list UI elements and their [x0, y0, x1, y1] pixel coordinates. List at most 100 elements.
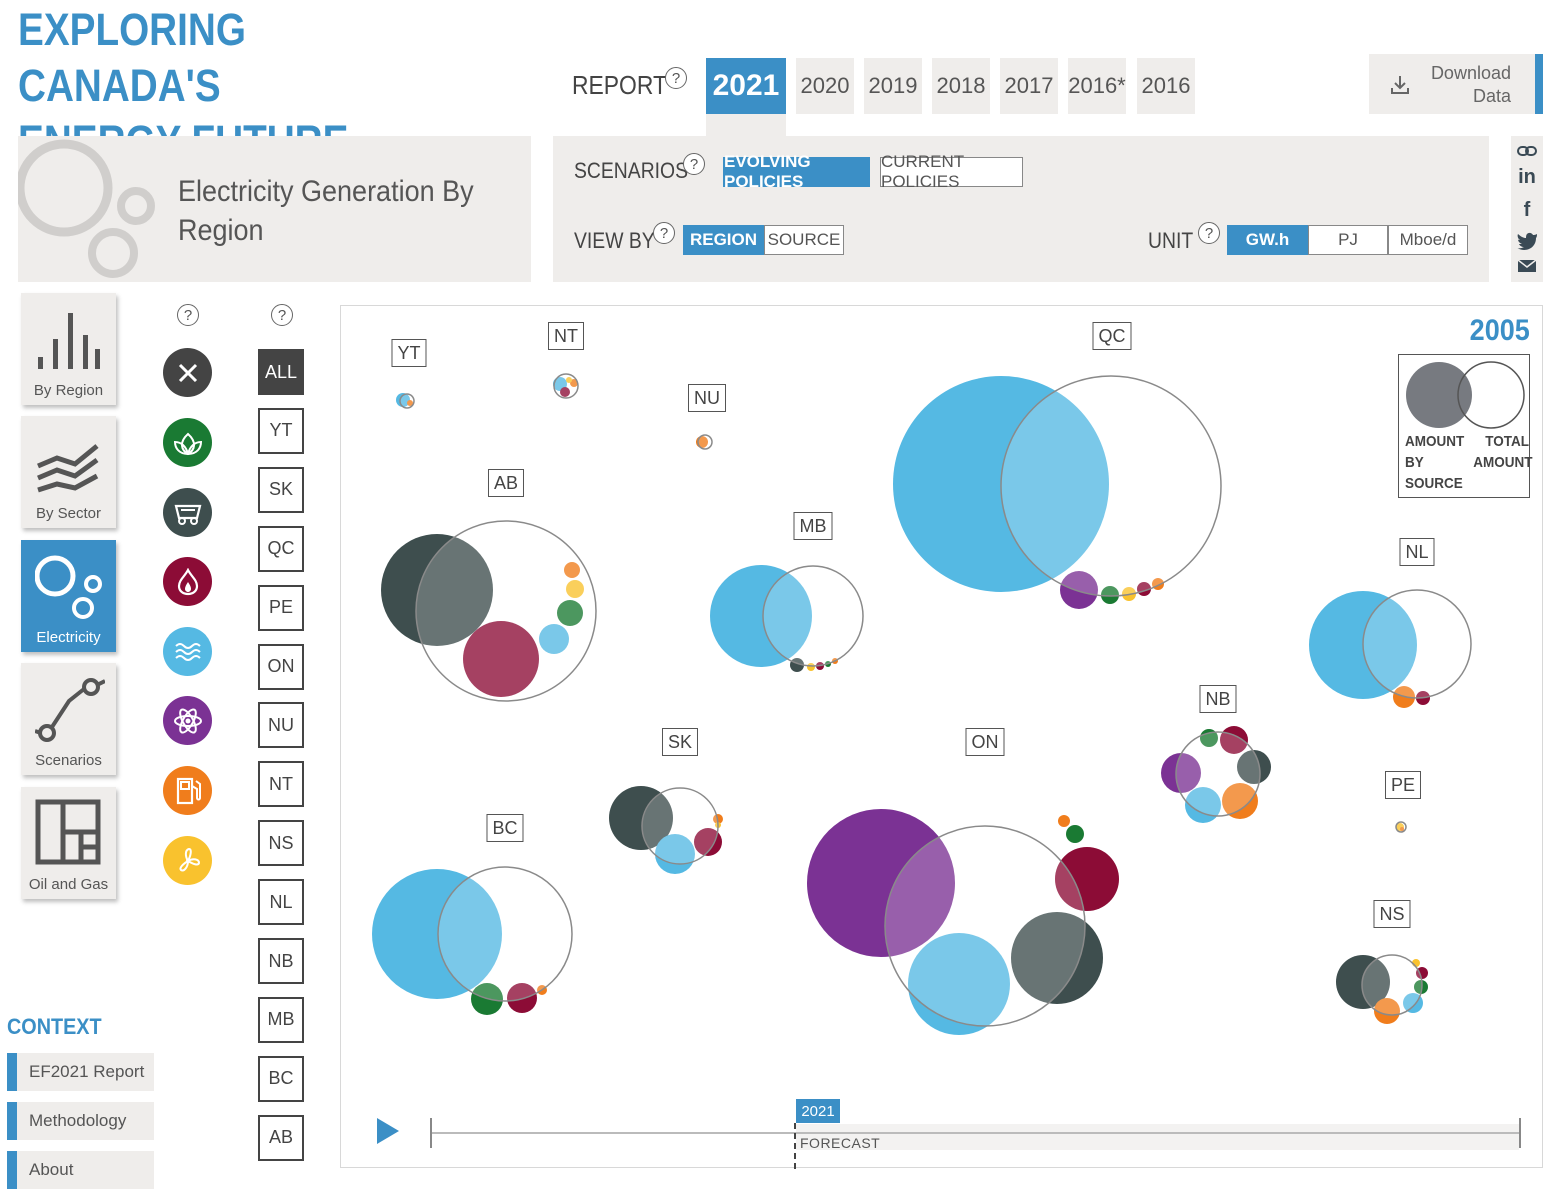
bubble-ns-total-fill[interactable]	[1362, 955, 1422, 1015]
bubble-yt-total[interactable]	[399, 393, 415, 409]
bubble-ns-hydro[interactable]	[1403, 993, 1423, 1013]
bubble-sk-coal[interactable]	[609, 786, 673, 850]
bubble-nt-gas[interactable]	[560, 387, 570, 397]
region-filter-mb[interactable]: MB	[258, 996, 304, 1043]
context-methodology-link[interactable]: Methodology	[7, 1102, 154, 1140]
oil-icon[interactable]	[163, 766, 212, 815]
bubble-qc-nuclear[interactable]	[1060, 571, 1098, 609]
bubble-qc-total[interactable]	[1000, 375, 1222, 597]
bubble-ns-biomass[interactable]	[1414, 980, 1428, 994]
bubble-yt-hydro[interactable]	[396, 393, 410, 407]
bubble-pe-total-fill[interactable]	[1396, 822, 1406, 832]
bubble-on-nuclear[interactable]	[807, 809, 955, 957]
bubble-nl-total-fill[interactable]	[1363, 590, 1471, 698]
region-filter-nu[interactable]: NU	[258, 702, 304, 749]
bubble-on-total[interactable]	[884, 825, 1086, 1027]
link-icon[interactable]	[1517, 145, 1537, 157]
context-ef2021-report-link[interactable]: EF2021 Report	[7, 1053, 154, 1091]
bubble-mb-total[interactable]	[762, 565, 864, 667]
bubble-on-hydro[interactable]	[908, 933, 1010, 1035]
natural-gas-icon[interactable]	[163, 557, 212, 606]
report-year-2021[interactable]: 2021	[706, 58, 786, 114]
source-filter-help-icon[interactable]: ?	[177, 304, 199, 326]
bubble-nu-total-fill[interactable]	[698, 435, 712, 449]
facebook-icon[interactable]: f	[1523, 198, 1531, 221]
bubble-ab-biomass[interactable]	[557, 600, 583, 626]
bubble-sk-total-fill[interactable]	[642, 788, 718, 864]
bubble-ab-oil[interactable]	[564, 562, 580, 578]
bubble-yt-total-fill[interactable]	[400, 394, 414, 408]
timeline-track[interactable]	[431, 1132, 1521, 1134]
bubble-ns-gas[interactable]	[1416, 967, 1428, 979]
bubble-nt-total[interactable]	[553, 373, 579, 399]
clear-all-icon[interactable]	[163, 348, 212, 397]
scenario-evolving-policies-button[interactable]: EVOLVING POLICIES	[723, 152, 870, 191]
bubble-nb-hydro[interactable]	[1185, 787, 1221, 823]
bubble-mb-total-fill[interactable]	[763, 566, 863, 666]
wind-solar-icon[interactable]	[163, 836, 212, 885]
region-filter-qc[interactable]: QC	[258, 525, 304, 572]
bubble-ab-hydro[interactable]	[539, 624, 569, 654]
bubble-on-oil[interactable]	[1058, 815, 1070, 827]
region-filter-on[interactable]: ON	[258, 643, 304, 690]
linkedin-icon[interactable]: in	[1518, 166, 1536, 189]
bubble-ab-gas[interactable]	[463, 621, 539, 697]
report-year-2018[interactable]: 2018	[932, 58, 990, 114]
nav-by-sector[interactable]: By Sector	[21, 416, 116, 528]
coal-icon[interactable]	[163, 488, 212, 537]
scenario-current-policies-button[interactable]: CURRENT POLICIES	[880, 152, 1023, 191]
region-filter-ab[interactable]: AB	[258, 1114, 304, 1161]
nav-by-region[interactable]: By Region	[21, 293, 116, 405]
biomass-icon[interactable]	[163, 418, 212, 467]
report-year-2017[interactable]: 2017	[1000, 58, 1058, 114]
bubble-ab-solar[interactable]	[566, 580, 584, 598]
view-by-region-button[interactable]: REGION	[683, 225, 764, 255]
bubble-nb-oil[interactable]	[1222, 783, 1258, 819]
bubble-ab-coal[interactable]	[381, 534, 493, 646]
bubble-bc-hydro[interactable]	[372, 869, 502, 999]
bubble-ab-total[interactable]	[415, 520, 597, 702]
bubble-sk-total[interactable]	[641, 787, 719, 865]
bubble-on-biomass[interactable]	[1066, 825, 1084, 843]
region-filter-pe[interactable]: PE	[258, 584, 304, 631]
bubble-ns-coal[interactable]	[1336, 955, 1390, 1009]
bubble-nt-oil[interactable]	[570, 379, 578, 387]
region-filter-nt[interactable]: NT	[258, 761, 304, 808]
view-by-source-button[interactable]: SOURCE	[764, 225, 844, 255]
context-about-link[interactable]: About	[7, 1151, 154, 1189]
bubble-pe-oil[interactable]	[1400, 827, 1404, 831]
nav-scenarios[interactable]: Scenarios	[21, 663, 116, 775]
bubble-on-gas[interactable]	[1055, 847, 1119, 911]
report-help-icon[interactable]: ?	[665, 67, 687, 89]
bubble-ns-total[interactable]	[1361, 954, 1423, 1016]
report-year-2016-star[interactable]: 2016*	[1068, 58, 1126, 114]
email-icon[interactable]	[1517, 259, 1537, 273]
region-filter-ns[interactable]: NS	[258, 820, 304, 867]
bubble-nt-total-fill[interactable]	[554, 374, 578, 398]
region-filter-yt[interactable]: YT	[258, 407, 304, 454]
bubble-mb-solar[interactable]	[807, 663, 815, 671]
bubble-nb-total-fill[interactable]	[1176, 732, 1260, 816]
unit-pj-button[interactable]: PJ	[1308, 225, 1388, 255]
bubble-ab-total-fill[interactable]	[416, 521, 596, 701]
report-year-2016[interactable]: 2016	[1137, 58, 1195, 114]
bubble-nu-total[interactable]	[697, 434, 713, 450]
report-year-2020[interactable]: 2020	[796, 58, 854, 114]
timeline-year-marker[interactable]: 2021	[796, 1099, 840, 1123]
bubble-nb-total[interactable]	[1175, 731, 1261, 817]
bubble-nt-solar[interactable]	[566, 377, 572, 383]
bubble-yt-oil[interactable]	[407, 400, 413, 406]
bubble-bc-total-fill[interactable]	[438, 867, 572, 1001]
nuclear-icon[interactable]	[163, 696, 212, 745]
twitter-icon[interactable]	[1516, 232, 1538, 250]
bubble-on-total-fill[interactable]	[885, 826, 1085, 1026]
hydro-icon[interactable]	[163, 627, 212, 676]
region-filter-nb[interactable]: NB	[258, 938, 304, 984]
region-filter-nl[interactable]: NL	[258, 879, 304, 926]
download-data-button[interactable]: Download Data	[1369, 54, 1543, 114]
bubble-qc-total-fill[interactable]	[1001, 376, 1221, 596]
bubble-mb-hydro[interactable]	[710, 565, 812, 667]
nav-oil-and-gas[interactable]: Oil and Gas	[21, 787, 116, 899]
bubble-pe-total[interactable]	[1395, 821, 1407, 833]
region-filter-sk[interactable]: SK	[258, 466, 304, 513]
